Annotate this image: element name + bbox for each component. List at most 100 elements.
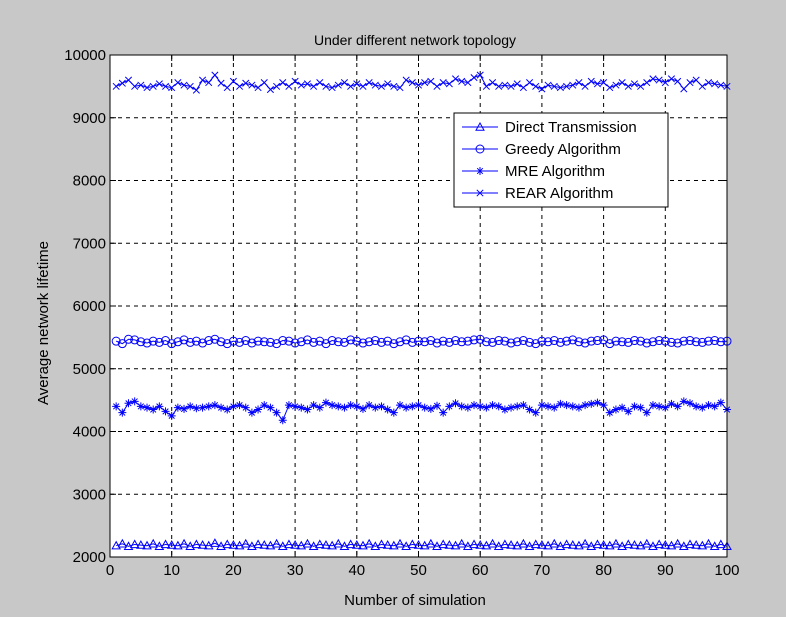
data-point [290, 338, 300, 348]
data-point [352, 402, 361, 411]
data-point [427, 77, 435, 85]
data-point [389, 408, 398, 417]
data-point [698, 403, 707, 412]
data-point [648, 401, 657, 410]
data-point [389, 339, 399, 349]
data-point [284, 336, 294, 346]
data-point [457, 337, 467, 347]
data-point [488, 337, 498, 347]
data-point [433, 401, 442, 410]
data-point [259, 337, 269, 347]
data-point [235, 337, 245, 347]
data-point [685, 399, 694, 408]
x-tick-label: 70 [534, 562, 551, 579]
data-point [575, 79, 583, 87]
data-point [525, 337, 535, 347]
data-point [617, 337, 627, 347]
data-point [463, 541, 473, 551]
data-point [531, 408, 540, 417]
data-point [414, 401, 423, 410]
data-point [506, 338, 516, 348]
data-point [291, 77, 299, 85]
data-point [217, 403, 226, 412]
data-point [493, 541, 504, 551]
data-point [167, 339, 177, 349]
data-point [136, 402, 145, 411]
data-point [618, 79, 626, 87]
data-point [179, 538, 189, 548]
legend-marker [476, 167, 484, 175]
data-point [623, 539, 634, 549]
data-point [346, 335, 356, 345]
data-point [660, 540, 671, 549]
legend-marker [475, 144, 485, 154]
data-point [223, 405, 232, 414]
data-point [254, 405, 263, 414]
data-point [549, 538, 560, 548]
data-point [228, 336, 238, 346]
data-point [704, 79, 713, 87]
data-point [408, 79, 416, 87]
data-point [697, 337, 707, 347]
data-point [191, 336, 201, 346]
data-point [173, 540, 183, 550]
data-point [112, 402, 121, 411]
y-tick-label: 6000 [73, 298, 106, 315]
data-point [538, 85, 546, 93]
data-point [402, 403, 411, 412]
data-point [197, 540, 208, 549]
data-point [655, 402, 664, 411]
data-point [148, 336, 158, 346]
data-point [222, 339, 232, 349]
data-point [124, 334, 134, 344]
data-point [297, 403, 306, 412]
data-point [290, 540, 300, 549]
x-tick-label: 100 [714, 562, 739, 579]
data-point [358, 404, 367, 413]
data-point [309, 337, 319, 347]
y-tick-label: 5000 [73, 361, 106, 378]
data-point [500, 336, 510, 346]
data-point [530, 539, 541, 549]
data-point [204, 402, 213, 411]
data-point [327, 540, 337, 550]
data-point [611, 336, 621, 346]
series-circle [111, 334, 732, 349]
data-point [235, 401, 244, 410]
data-point [456, 538, 467, 548]
data-point [204, 336, 214, 346]
data-point [710, 336, 720, 346]
data-point [296, 540, 307, 550]
data-point [711, 80, 719, 88]
data-point [266, 85, 274, 94]
data-point [333, 337, 343, 347]
data-point [142, 338, 152, 348]
data-point [617, 541, 627, 551]
data-point [476, 71, 484, 79]
data-point [487, 538, 498, 548]
data-point [679, 397, 688, 406]
data-point [445, 80, 453, 88]
data-point [191, 539, 202, 549]
data-point [562, 401, 571, 410]
data-point [439, 408, 448, 417]
data-point [328, 84, 336, 92]
data-point [407, 337, 417, 347]
data-point [476, 402, 485, 411]
data-point [581, 401, 590, 410]
data-point [402, 76, 410, 84]
data-point [531, 339, 541, 349]
data-point [685, 539, 695, 549]
data-point [574, 337, 584, 347]
data-point [463, 336, 473, 346]
data-point [303, 405, 312, 414]
data-point [691, 337, 701, 347]
data-point [364, 337, 374, 347]
data-point [241, 336, 251, 346]
data-point [680, 85, 688, 93]
data-point [186, 82, 194, 90]
x-tick-label: 80 [595, 562, 612, 579]
data-point [229, 402, 238, 411]
data-point [273, 82, 281, 90]
data-point [432, 541, 442, 551]
